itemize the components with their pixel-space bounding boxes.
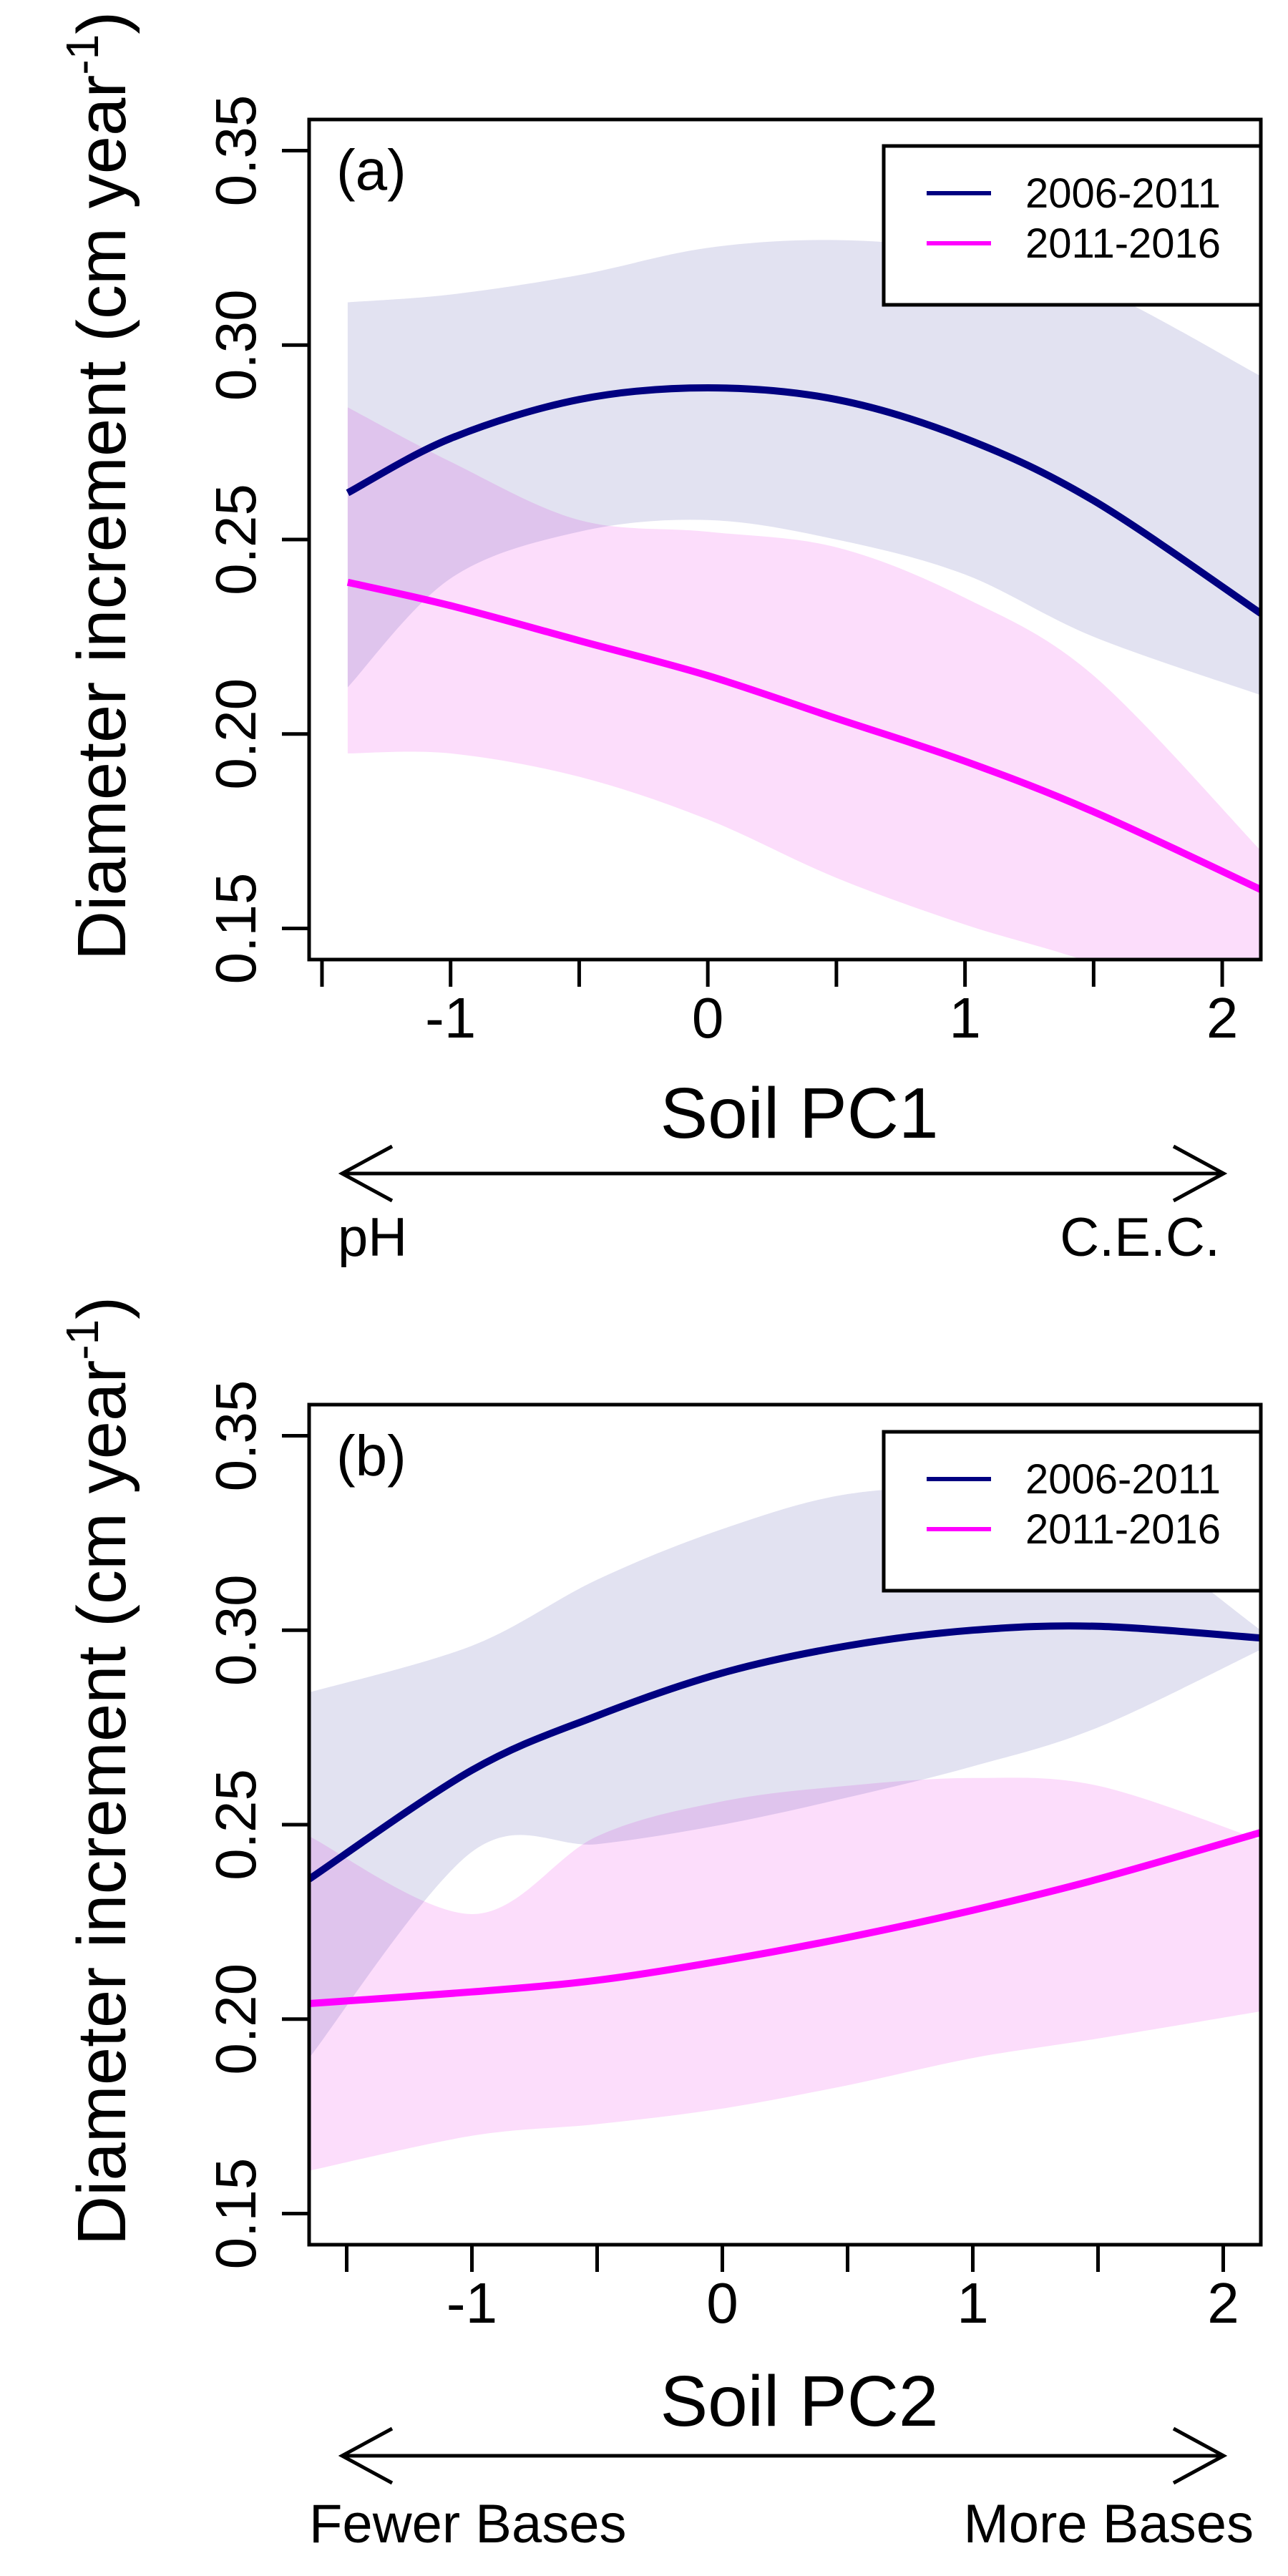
x-tick-label: -1 xyxy=(425,986,476,1050)
y-tick-label: 0.20 xyxy=(204,1963,268,2075)
x-tick-label: 1 xyxy=(957,2271,989,2335)
confidence-band-2006-2011 xyxy=(309,1488,1261,2059)
x-tick-label: 2 xyxy=(1206,986,1239,1050)
series-line-2006-2011 xyxy=(346,384,1261,617)
series-line-2006-2011 xyxy=(309,1622,1261,1883)
y-axis-label-close: ) xyxy=(64,11,140,34)
legend-label: 2011-2016 xyxy=(1025,1506,1221,1553)
legend-label: 2011-2016 xyxy=(1025,220,1221,267)
x-tick-label: 0 xyxy=(692,986,724,1050)
y-tick-label: 0.25 xyxy=(204,1769,268,1880)
panel-tag: (b) xyxy=(336,1424,406,1488)
panel-tag: (a) xyxy=(336,138,406,202)
legend-label: 2006-2011 xyxy=(1025,1456,1221,1503)
confidence-band-2011-2016 xyxy=(309,1777,1261,2171)
y-tick-label: 0.15 xyxy=(204,873,268,985)
plot-area xyxy=(309,1488,1261,2171)
arrow-left-label: pH xyxy=(338,1207,407,1268)
y-axis-label-superscript: -1 xyxy=(57,1319,108,1360)
series-line-2011-2016 xyxy=(346,578,1261,893)
legend-label: 2006-2011 xyxy=(1025,170,1221,217)
y-axis-label-main: Diameter increment (cm year xyxy=(64,1360,140,2246)
y-axis-label: Diameter increment (cm year-1) xyxy=(57,11,140,961)
y-tick-label: 0.25 xyxy=(204,484,268,595)
x-tick-label: 1 xyxy=(949,986,981,1050)
plot-area xyxy=(346,240,1261,960)
x-axis-label: Soil PC2 xyxy=(660,2361,938,2441)
arrow-right-label: C.E.C. xyxy=(1060,1207,1220,1268)
panel-a: -1 0 1 2 0.15 0.20 0.25 0.30 0.35 Soil PC1 Diamete… xyxy=(57,11,1263,1268)
y-axis-label-superscript: -1 xyxy=(57,34,108,75)
axis-arrow-left-head xyxy=(338,2426,394,2485)
x-tick-label: 0 xyxy=(706,2271,738,2335)
panel-b: -1 0 1 2 0.15 0.20 0.25 0.30 0.35 Soil PC2 Diamete… xyxy=(57,1297,1263,2555)
series-line-2011-2016 xyxy=(309,1829,1261,2007)
arrow-right-label: More Bases xyxy=(964,2494,1254,2555)
y-axis-label: Diameter increment (cm year-1) xyxy=(57,1297,140,2246)
legend-box xyxy=(882,144,1263,307)
y-tick-label: 0.20 xyxy=(204,678,268,790)
y-tick-label: 0.15 xyxy=(204,2158,268,2270)
y-tick-label: 0.35 xyxy=(204,95,268,207)
x-tick-label: -1 xyxy=(447,2271,497,2335)
axis-arrow-left-head xyxy=(338,1144,394,1203)
arrow-left-label: Fewer Bases xyxy=(309,2494,627,2555)
y-axis-label-main: Diameter increment (cm year xyxy=(64,75,140,961)
confidence-band-2006-2011 xyxy=(347,240,1261,696)
axis-arrow-right-head xyxy=(1172,2426,1228,2485)
legend-box xyxy=(882,1430,1263,1593)
x-axis-label: Soil PC1 xyxy=(660,1073,938,1153)
axis-arrow-right-head xyxy=(1172,1144,1228,1203)
y-axis-label-close: ) xyxy=(64,1297,140,1319)
x-tick-label: 2 xyxy=(1207,2271,1239,2335)
confidence-band-2011-2016 xyxy=(347,407,1261,960)
y-tick-label: 0.30 xyxy=(204,1574,268,1686)
y-tick-label: 0.30 xyxy=(204,289,268,401)
y-tick-label: 0.35 xyxy=(204,1380,268,1492)
